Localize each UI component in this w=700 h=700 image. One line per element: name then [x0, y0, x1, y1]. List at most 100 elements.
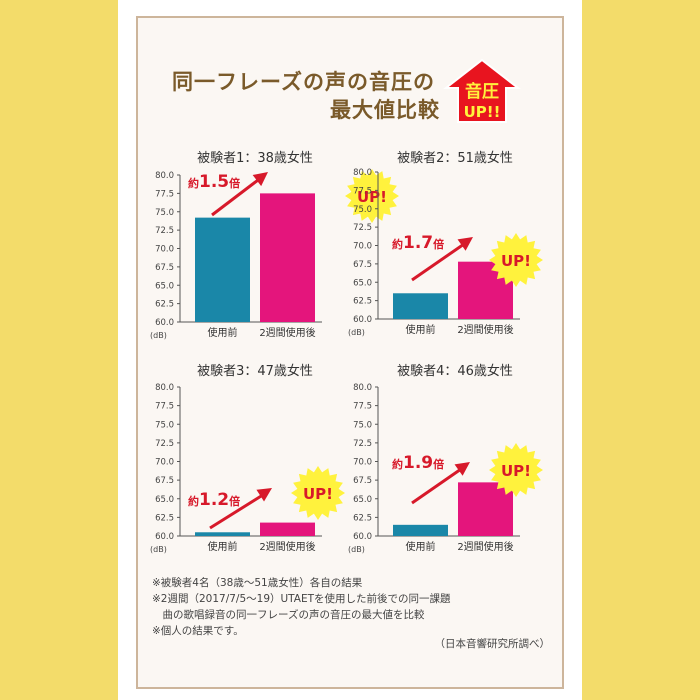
- increase-arrow-line: [411, 465, 465, 505]
- title-line-1: 同一フレーズの声の音圧の: [172, 70, 435, 94]
- up-burst-badge: [291, 466, 345, 520]
- x-category-label: 2週間使用後: [457, 540, 513, 553]
- bar-before: [195, 217, 250, 322]
- ratio-value: 1.7: [403, 233, 433, 253]
- title-line-2: 最大値比較: [330, 98, 440, 122]
- y-tick-label: 67.5: [353, 260, 372, 270]
- y-axis-unit: (dB): [150, 545, 167, 554]
- ratio-prefix: 約: [392, 237, 403, 251]
- ratio-suffix: 倍: [229, 176, 240, 190]
- chart-panel-1: 被験者1：38歳女性 60.0 62.5 65.0 67.5 70.0 72.5 75.0 77…: [150, 150, 399, 340]
- bar-after: [260, 193, 315, 322]
- bar-after: [260, 522, 315, 536]
- ratio-prefix: 約: [188, 494, 199, 508]
- source-note: （日本音響研究所調べ）: [434, 638, 551, 650]
- badge-line-1: 音圧: [465, 81, 499, 102]
- x-category-label: 使用前: [208, 540, 238, 553]
- chart-title: 被験者3：47歳女性: [197, 363, 313, 379]
- ratio-suffix: 倍: [433, 457, 444, 471]
- x-category-label: 2週間使用後: [259, 326, 315, 339]
- ratio-prefix: 約: [392, 457, 403, 471]
- y-tick-label: 67.5: [155, 476, 174, 486]
- increase-arrow-head: [457, 237, 473, 251]
- y-tick-label: 77.5: [353, 186, 372, 196]
- footnote-4: ※個人の結果です。: [152, 625, 244, 637]
- y-tick-label: 77.5: [155, 402, 174, 412]
- ratio-value: 1.9: [403, 453, 433, 473]
- ratio-suffix: 倍: [229, 494, 240, 508]
- y-tick-label: 65.0: [155, 281, 174, 291]
- y-tick-label: 60.0: [353, 532, 372, 542]
- up-burst-badge: [489, 443, 543, 497]
- y-tick-label: 75.0: [353, 205, 372, 215]
- infographic-card: [136, 16, 564, 689]
- y-tick-label: 75.0: [155, 420, 174, 430]
- y-tick-label: 65.0: [155, 495, 174, 505]
- y-tick-label: 70.0: [155, 458, 174, 468]
- x-category-label: 使用前: [406, 323, 436, 336]
- y-tick-label: 65.0: [353, 278, 372, 288]
- y-axis-unit: (dB): [150, 331, 167, 340]
- badge-line-2: UP!!: [464, 103, 501, 121]
- y-tick-label: 72.5: [353, 223, 372, 233]
- y-tick-label: 62.5: [353, 513, 372, 523]
- increase-arrow-line: [209, 491, 267, 530]
- up-arrow-icon: [443, 58, 521, 123]
- y-tick-label: 80.0: [155, 171, 174, 181]
- increase-arrow-line: [211, 175, 263, 217]
- increase-arrow-line: [411, 240, 468, 282]
- ratio-value: 1.2: [199, 490, 229, 510]
- footnotes: ※被験者4名（38歳〜51歳女性）各自の結果 ※2週間（2017/7/5〜19）…: [152, 575, 572, 639]
- ratio-annotation: 約1.9倍: [392, 453, 444, 473]
- bar-after: [458, 482, 513, 536]
- increase-arrow-head: [256, 488, 272, 502]
- y-tick-label: 62.5: [155, 513, 174, 523]
- y-tick-label: 65.0: [353, 495, 372, 505]
- y-tick-label: 72.5: [155, 439, 174, 449]
- y-tick-label: 60.0: [353, 315, 372, 325]
- y-tick-label: 62.5: [353, 297, 372, 307]
- y-tick-label: 77.5: [155, 189, 174, 199]
- y-tick-label: 67.5: [353, 476, 372, 486]
- y-tick-label: 80.0: [155, 383, 174, 393]
- up-badge-label: UP!: [357, 188, 387, 206]
- y-tick-label: 67.5: [155, 263, 174, 273]
- ratio-prefix: 約: [188, 176, 199, 190]
- x-category-label: 2週間使用後: [259, 540, 315, 553]
- y-tick-label: 70.0: [353, 242, 372, 252]
- y-tick-label: 70.0: [353, 458, 372, 468]
- ratio-annotation: 約1.5倍: [188, 172, 240, 192]
- ratio-annotation: 約1.7倍: [392, 233, 444, 253]
- footnote-3: 曲の歌唱録音の同一フレーズの声の音圧の最大値を比較: [152, 609, 425, 621]
- x-category-label: 2週間使用後: [457, 323, 513, 336]
- ratio-suffix: 倍: [433, 237, 444, 251]
- y-tick-label: 60.0: [155, 532, 174, 542]
- y-tick-label: 77.5: [353, 402, 372, 412]
- y-axis-unit: (dB): [348, 545, 365, 554]
- footnote-1: ※被験者4名（38歳〜51歳女性）各自の結果: [152, 577, 363, 589]
- y-tick-label: 60.0: [155, 318, 174, 328]
- y-tick-label: 72.5: [353, 439, 372, 449]
- up-badge-label: UP!: [501, 462, 531, 480]
- chart-panel-4: 被験者4：46歳女性 60.0 62.5 65.0 67.5 70.0 72.5 75.0 77…: [348, 363, 543, 554]
- footnote-2: ※2週間（2017/7/5〜19）UTAETを使用した前後での同一課題: [152, 593, 451, 605]
- sound-pressure-up-badge: 音圧 UP!!: [443, 58, 521, 123]
- bar-before: [393, 524, 448, 536]
- x-category-label: 使用前: [406, 540, 436, 553]
- chart-title: 被験者2：51歳女性: [397, 150, 513, 166]
- y-tick-label: 75.0: [155, 208, 174, 218]
- y-axis-unit: (dB): [348, 328, 365, 337]
- ratio-value: 1.5: [199, 172, 229, 192]
- y-tick-label: 70.0: [155, 245, 174, 255]
- increase-arrow-head: [252, 172, 268, 187]
- chart-title: 被験者4：46歳女性: [397, 363, 513, 379]
- x-category-label: 使用前: [208, 326, 238, 339]
- chart-title: 被験者1：38歳女性: [197, 150, 313, 166]
- y-tick-label: 72.5: [155, 226, 174, 236]
- up-burst-badge: [489, 233, 543, 287]
- bar-before: [195, 532, 250, 536]
- up-burst-badge: [345, 169, 399, 223]
- y-tick-label: 80.0: [353, 168, 372, 178]
- up-badge-label: UP!: [501, 252, 531, 270]
